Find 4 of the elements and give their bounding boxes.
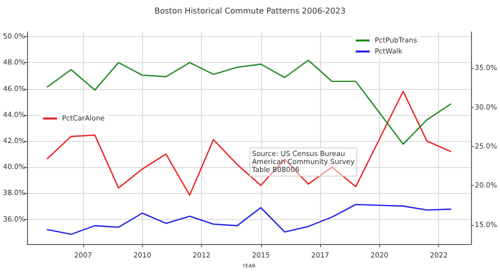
chart-title: Boston Historical Commute Patterns 2006-2023 [154,6,346,16]
line-series [46,90,452,196]
line-series [46,204,452,235]
line-series [46,60,452,145]
